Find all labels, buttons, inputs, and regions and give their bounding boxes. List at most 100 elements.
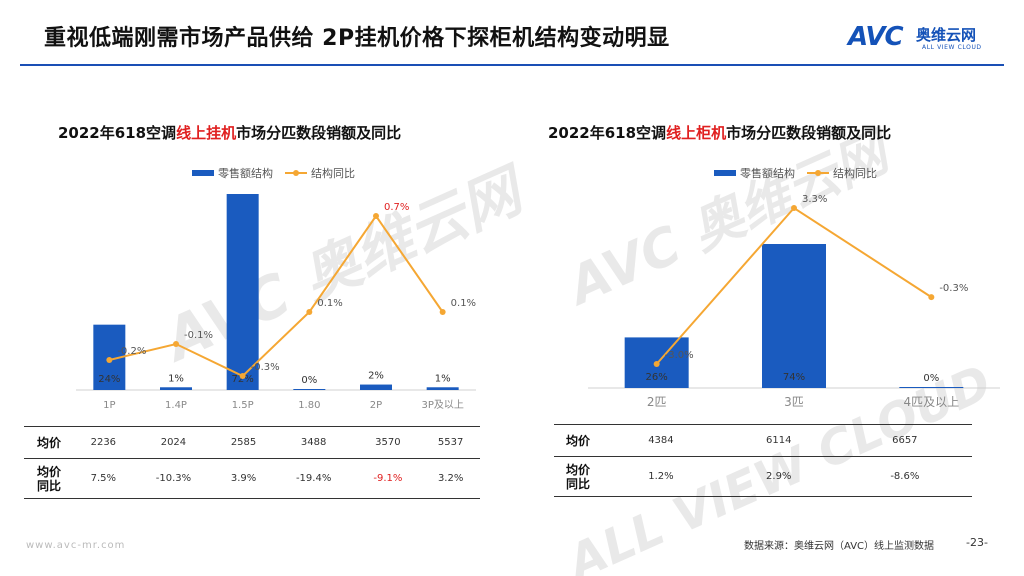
- bar: [426, 387, 459, 390]
- bar: [360, 384, 392, 390]
- avg-price-row: 均价 4384 6114 6657: [554, 424, 972, 457]
- bar: [160, 387, 192, 390]
- avg-price-yoy-header: 均价 同比: [24, 458, 74, 499]
- avg-price-cell: 3570: [354, 426, 422, 459]
- legend-item-line: 结构同比: [285, 165, 355, 181]
- yoy-header-line2: 同比: [36, 478, 61, 493]
- page-number: -23-: [966, 536, 988, 549]
- bar: [293, 389, 326, 390]
- bar-value-label: 1%: [168, 373, 184, 384]
- yoy-header-line1: 均价: [36, 464, 61, 479]
- yoy-value-label: 0.7%: [384, 202, 409, 213]
- avg-price-cell: 3488: [272, 426, 355, 459]
- legend-bar-label: 零售额结构: [740, 167, 795, 180]
- legend-item-line: 结构同比: [807, 165, 877, 181]
- legend-item-bar: 零售额结构: [192, 165, 273, 181]
- avg-price-cell: 6114: [719, 424, 838, 457]
- yoy-point: [173, 341, 179, 347]
- avg-price-cell: 5537: [421, 426, 480, 459]
- yoy-point: [239, 373, 246, 379]
- avc-logo: AVC 奥维云网 ALL VIEW CLOUD: [848, 22, 998, 58]
- avg-price-cell: 2585: [214, 426, 273, 459]
- bar-value-label: 0%: [923, 373, 939, 384]
- footer-source: 数据来源：奥维云网（AVC）线上监测数据: [744, 541, 935, 552]
- stats-table-left: 均价 2236 2024 2585 3488 3570 5537 均价 同比 7.5% -10.3…: [24, 426, 480, 499]
- yoy-value-label: -0.1%: [184, 330, 213, 341]
- bar-value-label: 72%: [232, 374, 254, 385]
- category-tick-label: 2匹: [647, 395, 667, 409]
- category-tick-label: 3匹: [784, 395, 804, 409]
- chart-title-pre: 2022年618空调: [548, 124, 667, 142]
- chart-title-highlight: 线上挂机: [176, 124, 237, 142]
- yoy-value-label: 3.3%: [802, 194, 827, 205]
- chart-title-highlight: 线上柜机: [666, 124, 727, 142]
- slide-title: 重视低端刚需市场产品供给 2P挂机价格下探柜机结构变动明显: [44, 26, 670, 51]
- avg-price-cell: 6657: [837, 424, 972, 457]
- stats-table-right: 均价 4384 6114 6657 均价 同比 1.2% 2.9% -8.6%: [554, 424, 972, 497]
- avg-price-yoy-row: 均价 同比 7.5% -10.3% 3.9% -19.4% -9.1% 3.2%: [24, 458, 480, 499]
- legend-bar-swatch: [192, 170, 214, 176]
- avg-price-yoy-cell: -19.4%: [272, 458, 355, 499]
- bar-value-label: 2%: [368, 371, 384, 382]
- legend-bar-label: 零售额结构: [218, 167, 273, 180]
- category-tick-label: 1.5P: [232, 400, 254, 411]
- yoy-point: [928, 294, 935, 301]
- logo-avc-text: AVC: [848, 22, 904, 52]
- avg-price-yoy-cell: 7.5%: [74, 458, 133, 499]
- bar-value-label: 0%: [301, 375, 317, 386]
- yoy-value-label: -0.3%: [939, 283, 968, 294]
- legend-right: 零售额结构 结构同比: [714, 165, 889, 181]
- bar-value-label: 74%: [783, 372, 805, 383]
- yoy-value-label: -0.2%: [117, 346, 146, 357]
- avg-price-row: 均价 2236 2024 2585 3488 3570 5537: [24, 426, 480, 459]
- avg-price-cell: 4384: [602, 424, 720, 457]
- avg-price-yoy-cell: -9.1%: [354, 458, 422, 499]
- yoy-point: [373, 213, 379, 219]
- category-tick-label: 3P及以上: [421, 399, 463, 411]
- yoy-line: [109, 214, 444, 378]
- category-tick-label: 1.80: [298, 400, 320, 411]
- chart-title-post: 市场分匹数段销额及同比: [236, 124, 402, 142]
- legend-line-swatch: [807, 170, 829, 176]
- avg-price-header: 均价: [24, 426, 74, 459]
- yoy-point: [306, 309, 313, 315]
- avg-price-yoy-cell: 3.9%: [214, 458, 273, 499]
- logo-en-text: ALL VIEW CLOUD: [922, 44, 982, 51]
- yoy-value-label: 0.1%: [317, 298, 342, 309]
- yoy-value-label: -0.3%: [251, 362, 280, 373]
- legend-left: 零售额结构 结构同比: [192, 165, 367, 181]
- bar-value-label: 26%: [646, 372, 668, 383]
- yoy-header-line2: 同比: [565, 476, 590, 491]
- legend-line-label: 结构同比: [311, 167, 355, 180]
- legend-line-swatch: [285, 170, 307, 176]
- legend-item-bar: 零售额结构: [714, 165, 795, 181]
- chart-title-right: 2022年618空调线上柜机市场分匹数段销额及同比: [548, 122, 891, 143]
- bar: [226, 194, 259, 390]
- avg-price-cell: 2024: [132, 426, 215, 459]
- yoy-point: [106, 357, 113, 363]
- bar: [762, 244, 826, 388]
- category-tick-label: 1.4P: [165, 400, 187, 411]
- bar-value-label: 1%: [435, 373, 451, 384]
- category-tick-label: 4匹及以上: [904, 395, 960, 409]
- footer-url: www.avc-mr.com: [26, 540, 126, 551]
- chart-title-left: 2022年618空调线上挂机市场分匹数段销额及同比: [58, 122, 401, 143]
- legend-line-label: 结构同比: [833, 167, 877, 180]
- legend-bar-swatch: [714, 170, 736, 176]
- avg-price-yoy-cell: 3.2%: [421, 458, 480, 499]
- avg-price-header: 均价: [554, 424, 602, 457]
- chart-title-post: 市场分匹数段销额及同比: [726, 124, 892, 142]
- avg-price-yoy-cell: 2.9%: [719, 456, 838, 497]
- yoy-point: [439, 309, 446, 315]
- category-tick-label: 1P: [103, 400, 115, 411]
- title-rule: [20, 64, 1004, 66]
- avg-price-yoy-row: 均价 同比 1.2% 2.9% -8.6%: [554, 456, 972, 497]
- bar: [899, 387, 964, 388]
- avg-price-yoy-cell: 1.2%: [602, 456, 720, 497]
- yoy-point: [791, 205, 797, 211]
- avg-price-cell: 2236: [74, 426, 133, 459]
- yoy-point: [653, 361, 660, 367]
- chart-title-pre: 2022年618空调: [58, 124, 177, 142]
